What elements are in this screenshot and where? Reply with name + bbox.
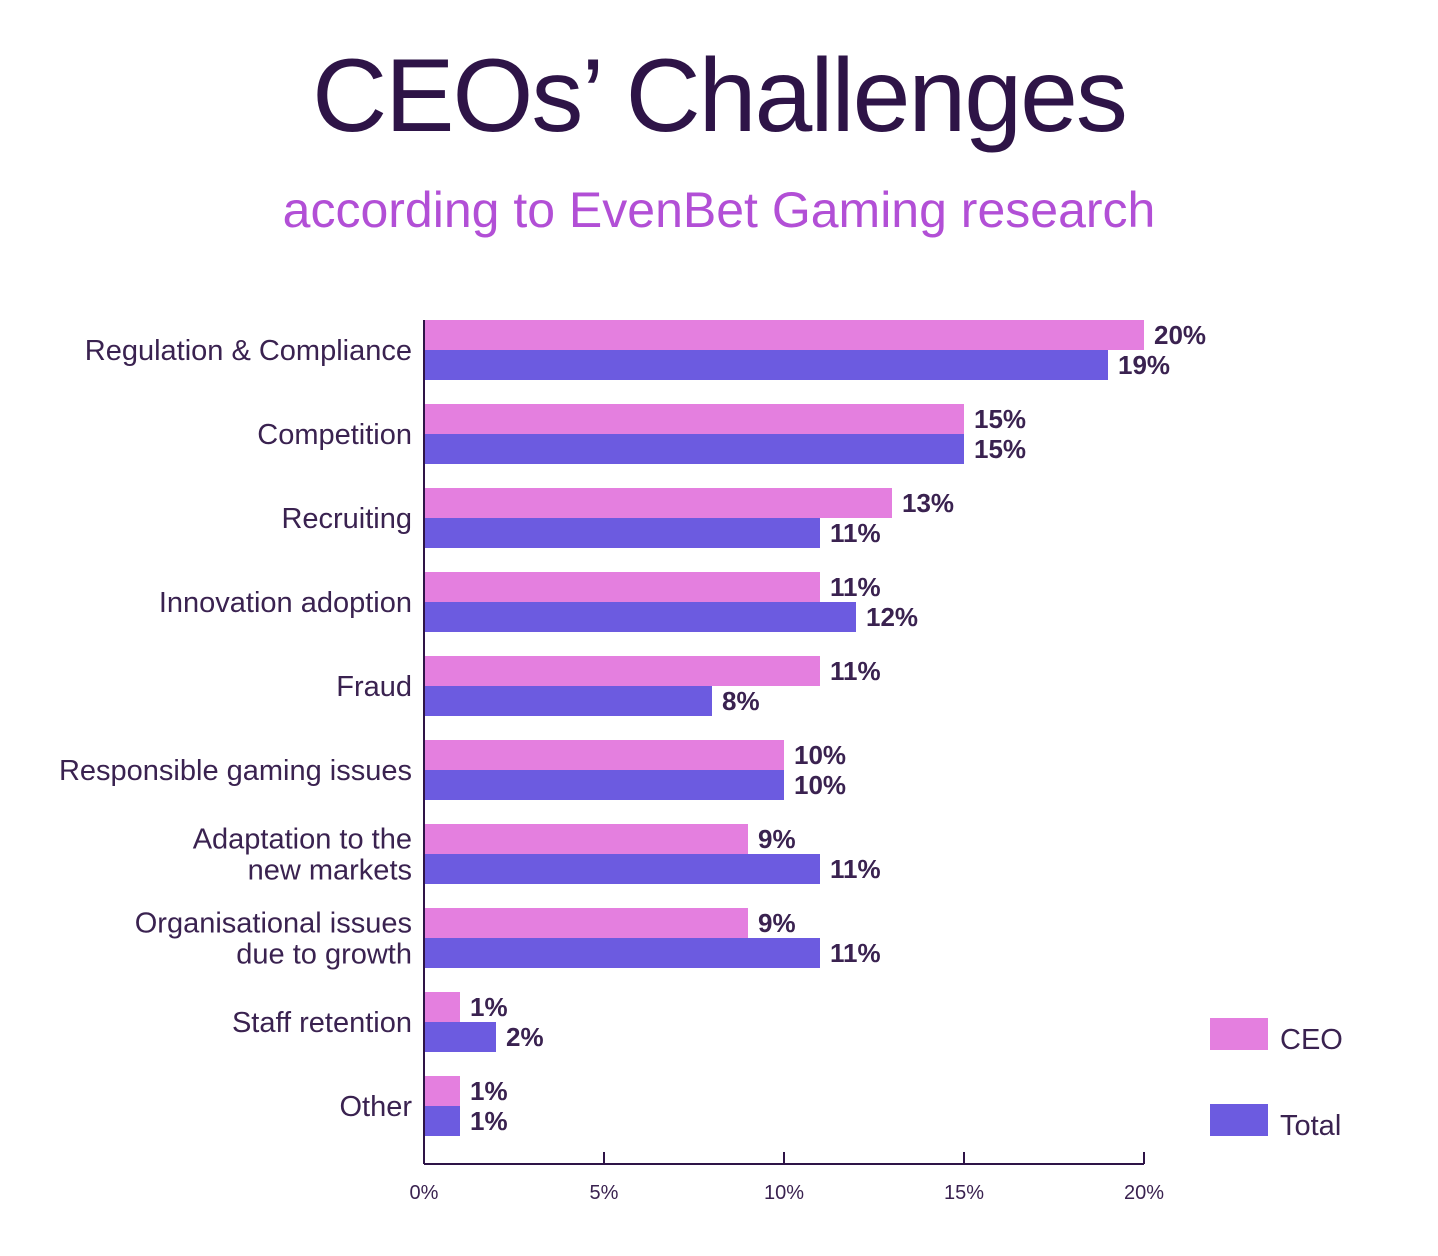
data-label: 11%	[830, 572, 881, 602]
legend: CEO Total	[1210, 1018, 1343, 1142]
data-label: 9%	[758, 908, 796, 938]
data-label: 2%	[506, 1022, 544, 1052]
bar-ceo	[424, 992, 460, 1022]
data-label: 15%	[974, 434, 1026, 464]
data-label: 11%	[830, 938, 881, 968]
legend-label-ceo: CEO	[1280, 1024, 1343, 1056]
data-label: 1%	[470, 1106, 508, 1136]
bar-ceo	[424, 824, 748, 854]
data-label: 20%	[1154, 320, 1206, 350]
data-label: 11%	[830, 656, 881, 686]
x-tick-label: 5%	[590, 1182, 619, 1204]
data-label: 8%	[722, 686, 760, 716]
bar-total	[424, 602, 856, 632]
data-label: 10%	[794, 770, 846, 800]
category-label: Fraud	[336, 671, 412, 703]
bar-ceo	[424, 572, 820, 602]
bar-ceo	[424, 740, 784, 770]
bar-total	[424, 770, 784, 800]
x-tick-label: 0%	[410, 1182, 439, 1204]
bar-ceo	[424, 488, 892, 518]
data-label: 9%	[758, 824, 796, 854]
category-label: Competition	[257, 419, 412, 451]
data-label: 13%	[902, 488, 954, 518]
bar-total	[424, 518, 820, 548]
legend-swatch-ceo	[1210, 1018, 1268, 1050]
chart-subtitle: according to EvenBet Gaming research	[282, 182, 1156, 238]
legend-swatch-total	[1210, 1104, 1268, 1136]
category-label: Responsible gaming issues	[59, 755, 412, 787]
legend-label-total: Total	[1280, 1110, 1341, 1142]
data-label: 1%	[470, 1076, 508, 1106]
data-label: 12%	[866, 602, 918, 632]
bar-total	[424, 686, 712, 716]
x-tick-label: 15%	[944, 1182, 984, 1204]
data-label: 15%	[974, 404, 1026, 434]
bar-total	[424, 1106, 460, 1136]
bar-ceo	[424, 404, 964, 434]
category-label: Innovation adoption	[159, 587, 412, 619]
bar-ceo	[424, 320, 1144, 350]
category-label: Other	[339, 1091, 412, 1123]
data-label: 11%	[830, 854, 881, 884]
bar-total	[424, 938, 820, 968]
category-label: Adaptation to the new markets	[193, 824, 412, 887]
bar-ceo	[424, 656, 820, 686]
bar-total	[424, 854, 820, 884]
x-tick-label: 10%	[764, 1182, 804, 1204]
chart-title: CEOs’ Challenges	[312, 38, 1128, 154]
x-tick-label: 20%	[1124, 1182, 1164, 1204]
category-label: Staff retention	[232, 1007, 412, 1039]
bars-layer	[424, 320, 1144, 1136]
data-label: 19%	[1118, 350, 1170, 380]
bar-ceo	[424, 908, 748, 938]
data-label: 10%	[794, 740, 846, 770]
category-label: Organisational issues due to growth	[135, 908, 412, 971]
category-label: Recruiting	[281, 503, 412, 535]
category-label: Regulation & Compliance	[85, 335, 412, 367]
axis-layer: 0% 5% 10% 15% 20%	[410, 320, 1164, 1204]
bar-total	[424, 434, 964, 464]
bar-total	[424, 1022, 496, 1052]
bar-total	[424, 350, 1108, 380]
data-label: 11%	[830, 518, 881, 548]
data-label: 1%	[470, 992, 508, 1022]
labels-layer: Regulation & Compliance 20%19% Competition…	[59, 320, 1206, 1136]
bar-ceo	[424, 1076, 460, 1106]
